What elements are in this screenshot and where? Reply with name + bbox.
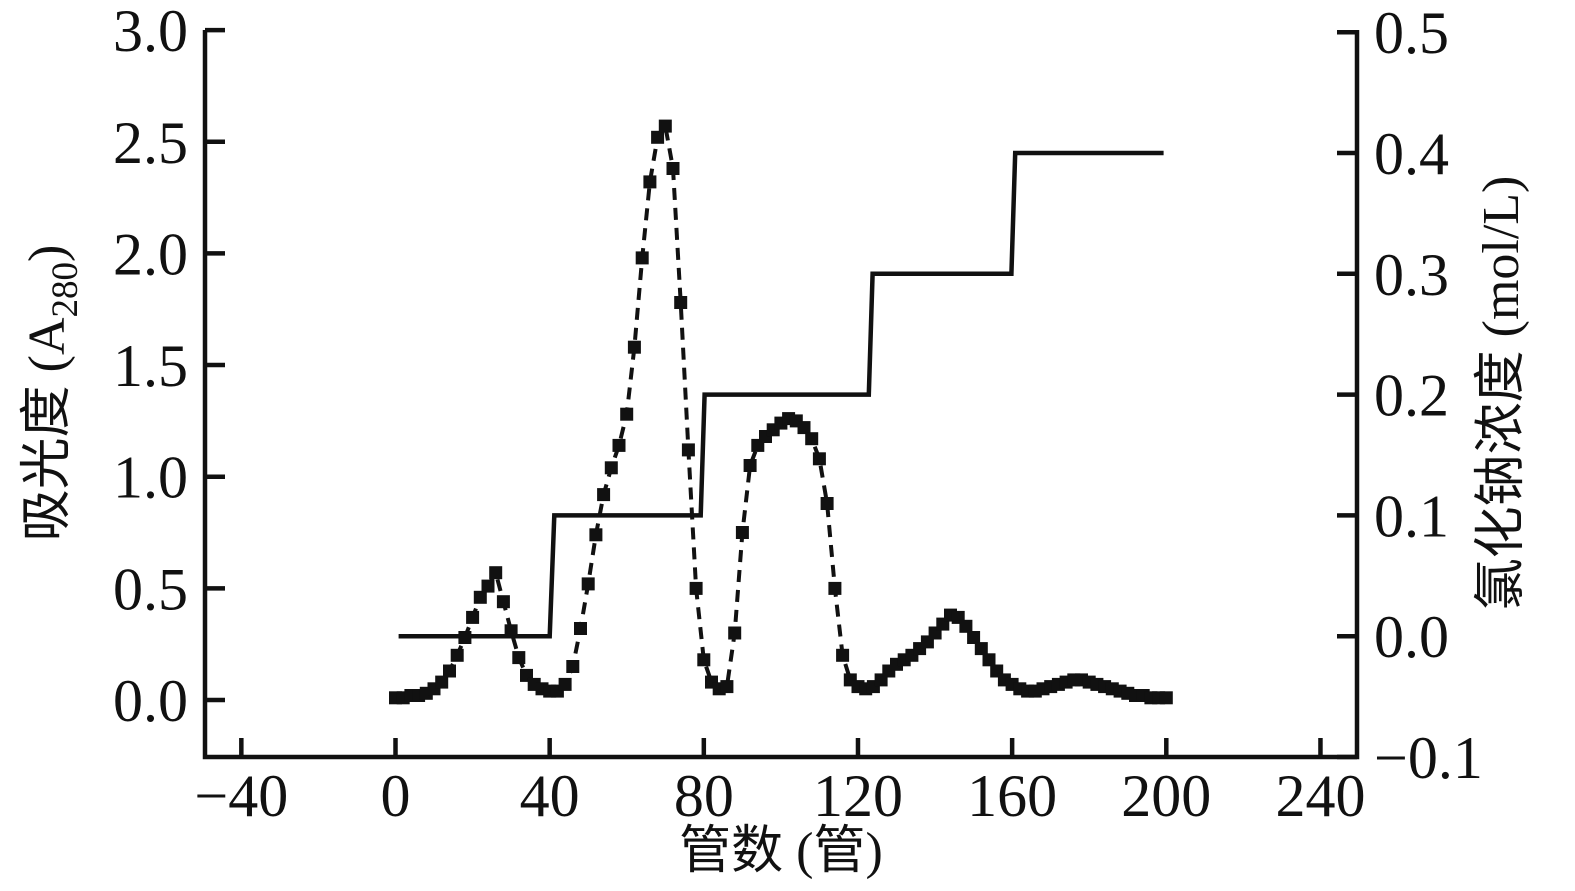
left-tick-label: 2.5	[113, 110, 188, 176]
x-tick-label: −40	[194, 763, 288, 829]
x-tick-label: 0	[381, 763, 411, 829]
data-point-marker	[967, 631, 981, 644]
data-point-marker	[635, 251, 649, 265]
data-point-marker	[689, 581, 703, 595]
data-point-marker	[666, 162, 680, 175]
data-point-marker	[720, 680, 734, 694]
data-point-marker	[581, 577, 595, 591]
right-tick-label: 0.1	[1374, 483, 1449, 549]
data-point-marker	[982, 653, 996, 667]
data-point-marker	[627, 340, 641, 354]
right-tick-label: 0.4	[1374, 121, 1449, 187]
data-point-marker	[566, 660, 580, 673]
x-tick-label: 200	[1121, 763, 1211, 829]
x-tick-label: 120	[813, 763, 903, 829]
x-tick-label: 80	[674, 763, 734, 829]
left-tick-label: 1.0	[113, 445, 188, 511]
data-point-marker	[620, 407, 634, 421]
right-tick-label: 0.2	[1374, 363, 1449, 429]
data-point-marker	[574, 622, 587, 635]
right-tick-label: 0.3	[1374, 242, 1449, 308]
data-point-marker	[828, 581, 842, 595]
data-point-marker	[728, 626, 742, 640]
data-point-marker	[797, 421, 811, 435]
data-point-marker	[820, 497, 834, 510]
data-point-marker	[735, 526, 749, 539]
data-point-marker	[473, 590, 487, 604]
absorbance-connector-line	[395, 120, 1167, 700]
data-point-marker	[443, 664, 456, 678]
data-point-marker	[974, 642, 988, 656]
data-point-marker	[466, 610, 480, 624]
nacl-step-line	[398, 150, 1164, 639]
data-point-marker	[481, 579, 495, 593]
right-y-axis-title: 氯化钠浓度 (mol/L)	[1473, 176, 1530, 611]
right-tick-label: 0.5	[1374, 0, 1449, 66]
data-point-marker	[643, 175, 657, 189]
data-point-marker	[959, 619, 973, 633]
data-point-marker	[697, 653, 711, 667]
x-axis-ticks: −40 0 40 80 120 160 200 240	[194, 738, 1365, 829]
x-tick-label: 240	[1275, 763, 1365, 829]
data-point-marker	[512, 651, 526, 665]
data-point-marker	[651, 130, 665, 144]
data-point-marker	[743, 459, 757, 472]
x-tick-label: 160	[967, 763, 1057, 829]
left-tick-label: 2.0	[113, 221, 188, 287]
right-tick-label: −0.1	[1374, 725, 1483, 791]
data-point-marker	[836, 648, 850, 662]
data-point-marker	[589, 528, 603, 542]
axes: 3.02.52.01.51.00.50.00.50.40.30.20.10.0−…	[113, 0, 1483, 829]
data-point-marker	[812, 452, 826, 466]
data-point-marker	[805, 432, 819, 446]
data-point-marker	[489, 566, 503, 580]
left-tick-label: 1.5	[113, 333, 188, 399]
data-point-marker	[674, 296, 688, 309]
left-tick-label: 0.5	[113, 556, 188, 622]
data-point-marker	[681, 443, 695, 457]
data-point-marker	[558, 677, 572, 691]
x-tick-label: 40	[520, 763, 580, 829]
axis-titles: 管数 (管) 吸光度 (A280) 氯化钠浓度 (mol/L)	[19, 176, 1530, 880]
data-point-marker	[450, 648, 464, 662]
right-tick-label: 0.0	[1374, 604, 1449, 670]
left-tick-label: 3.0	[113, 0, 188, 64]
data-point-marker	[1159, 691, 1173, 705]
left-y-axis-title: 吸光度 (A280)	[19, 245, 86, 542]
data-point-marker	[658, 119, 672, 133]
data-series	[389, 119, 1173, 705]
absorbance-markers	[389, 119, 1173, 705]
left-tick-label: 0.0	[113, 668, 188, 734]
data-point-marker	[597, 488, 611, 502]
left-axis-ticks: 3.0 2.5 2.0 1.5 1.0 0.5 0.0	[113, 0, 225, 734]
x-axis-title: 管数 (管)	[679, 823, 883, 880]
right-axis-ticks: 0.5 0.4 0.3 0.2 0.1 0.0 −0.1	[1337, 0, 1483, 791]
data-point-marker	[435, 675, 449, 689]
data-point-marker	[612, 438, 626, 452]
data-point-marker	[496, 595, 510, 609]
data-point-marker	[604, 461, 618, 475]
